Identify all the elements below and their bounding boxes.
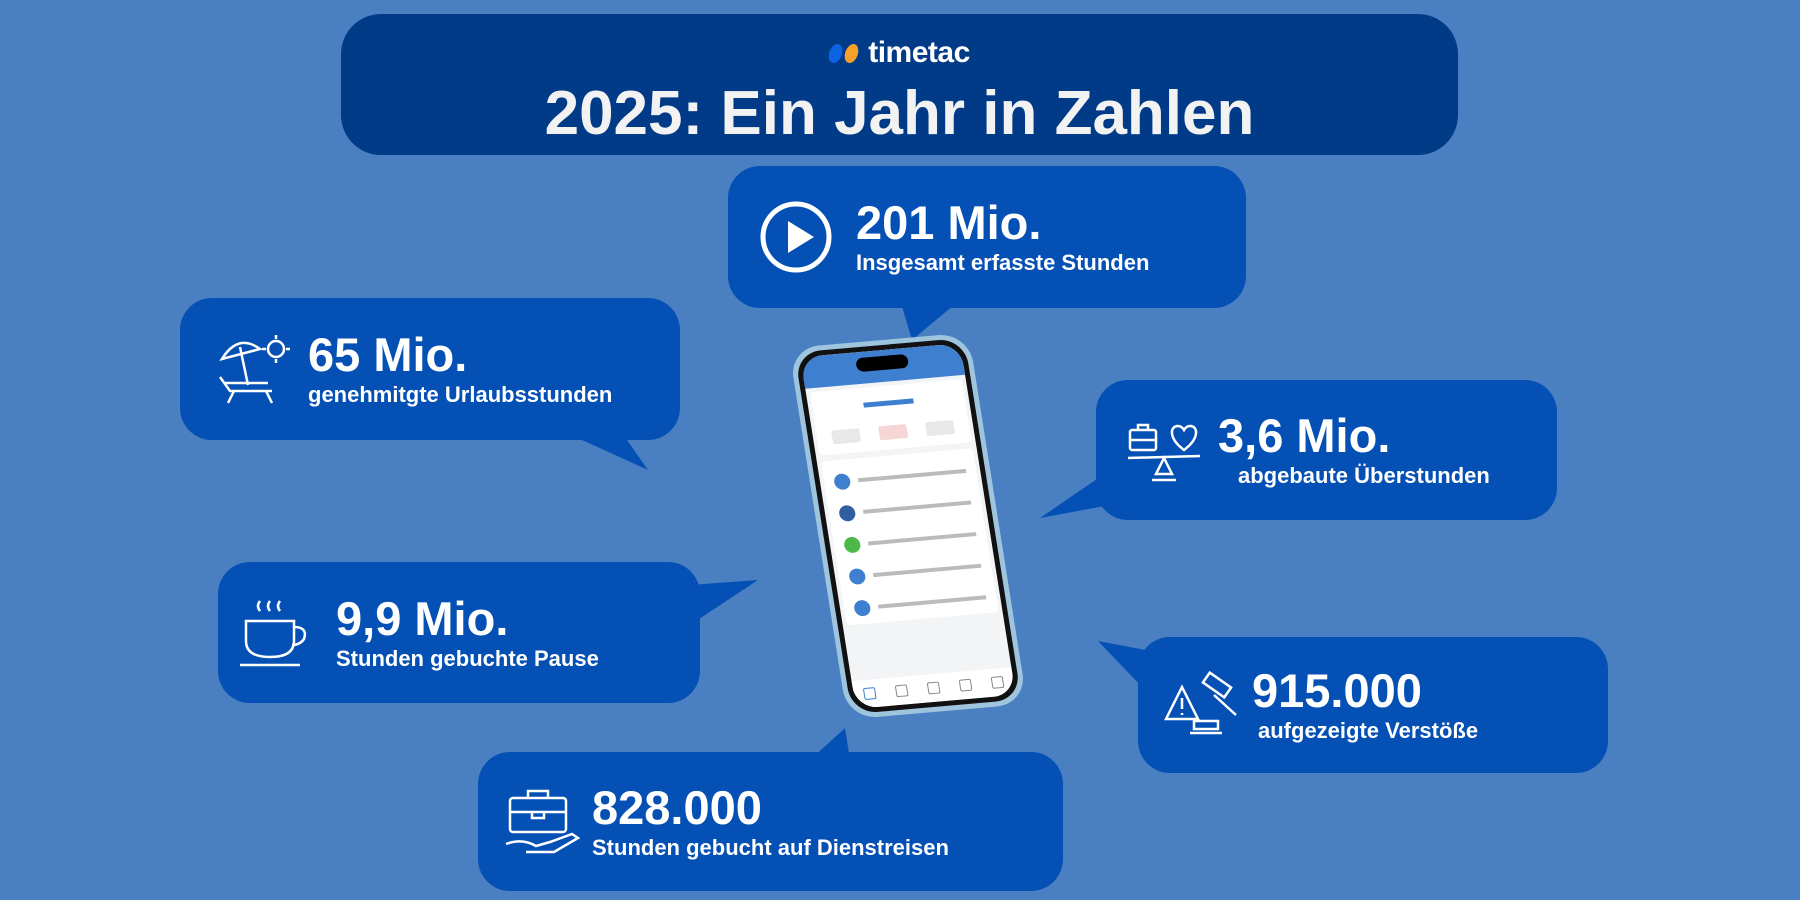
stat-label: Stunden gebucht auf Dienstreisen [592,834,949,860]
briefcase-plane-icon [505,789,581,853]
stat-value: 915.000 [1252,664,1422,717]
stat-label: Insgesamt erfasste Stunden [856,250,1150,275]
stat-label: abgebaute Überstunden [1238,463,1490,488]
tail-hours [900,300,960,340]
header-banner: timetac 2025: Ein Jahr in Zahlen [341,14,1458,155]
stat-label: Stunden gebuchte Pause [336,645,599,671]
logo-text: timetac [868,36,970,69]
stat-bubble-vacation: 65 Mio. genehmitgte Urlaubsstunden [180,298,680,440]
stat-value: 65 Mio. [308,328,468,381]
beach-umbrella-icon [218,335,290,404]
tail-violations [1098,641,1145,690]
stat-label: genehmitgte Urlaubsstunden [308,382,613,407]
coffee-cup-icon [240,599,307,666]
tail-vacation [560,430,648,470]
stat-bubble-overtime: 3,6 Mio. abgebaute Überstunden [1096,380,1557,520]
tail-overtime [1040,470,1110,518]
page-title: 2025: Ein Jahr in Zahlen [544,79,1255,148]
app-tab-bar [851,667,1016,709]
stat-bubble-total-hours: 201 Mio. Insgesamt erfasste Stunden [728,166,1246,308]
play-icon [760,201,832,273]
timetac-logo: timetac [341,36,1458,70]
stat-value: 3,6 Mio. [1218,409,1391,462]
stat-label: aufgezeigte Verstöße [1258,718,1479,743]
stat-bubble-business-travel: 828.000 Stunden gebucht auf Dienstreisen [478,752,1063,891]
tail-break [690,580,758,625]
warning-gavel-icon [1164,670,1237,735]
stat-bubble-break: 9,9 Mio. Stunden gebuchte Pause [218,562,700,703]
stat-value: 201 Mio. [856,196,1042,249]
stat-value: 9,9 Mio. [336,591,509,645]
work-life-balance-icon [1127,423,1201,482]
stat-bubble-violations: 915.000 aufgezeigte Verstöße [1138,637,1608,773]
stat-value: 828.000 [592,780,762,834]
